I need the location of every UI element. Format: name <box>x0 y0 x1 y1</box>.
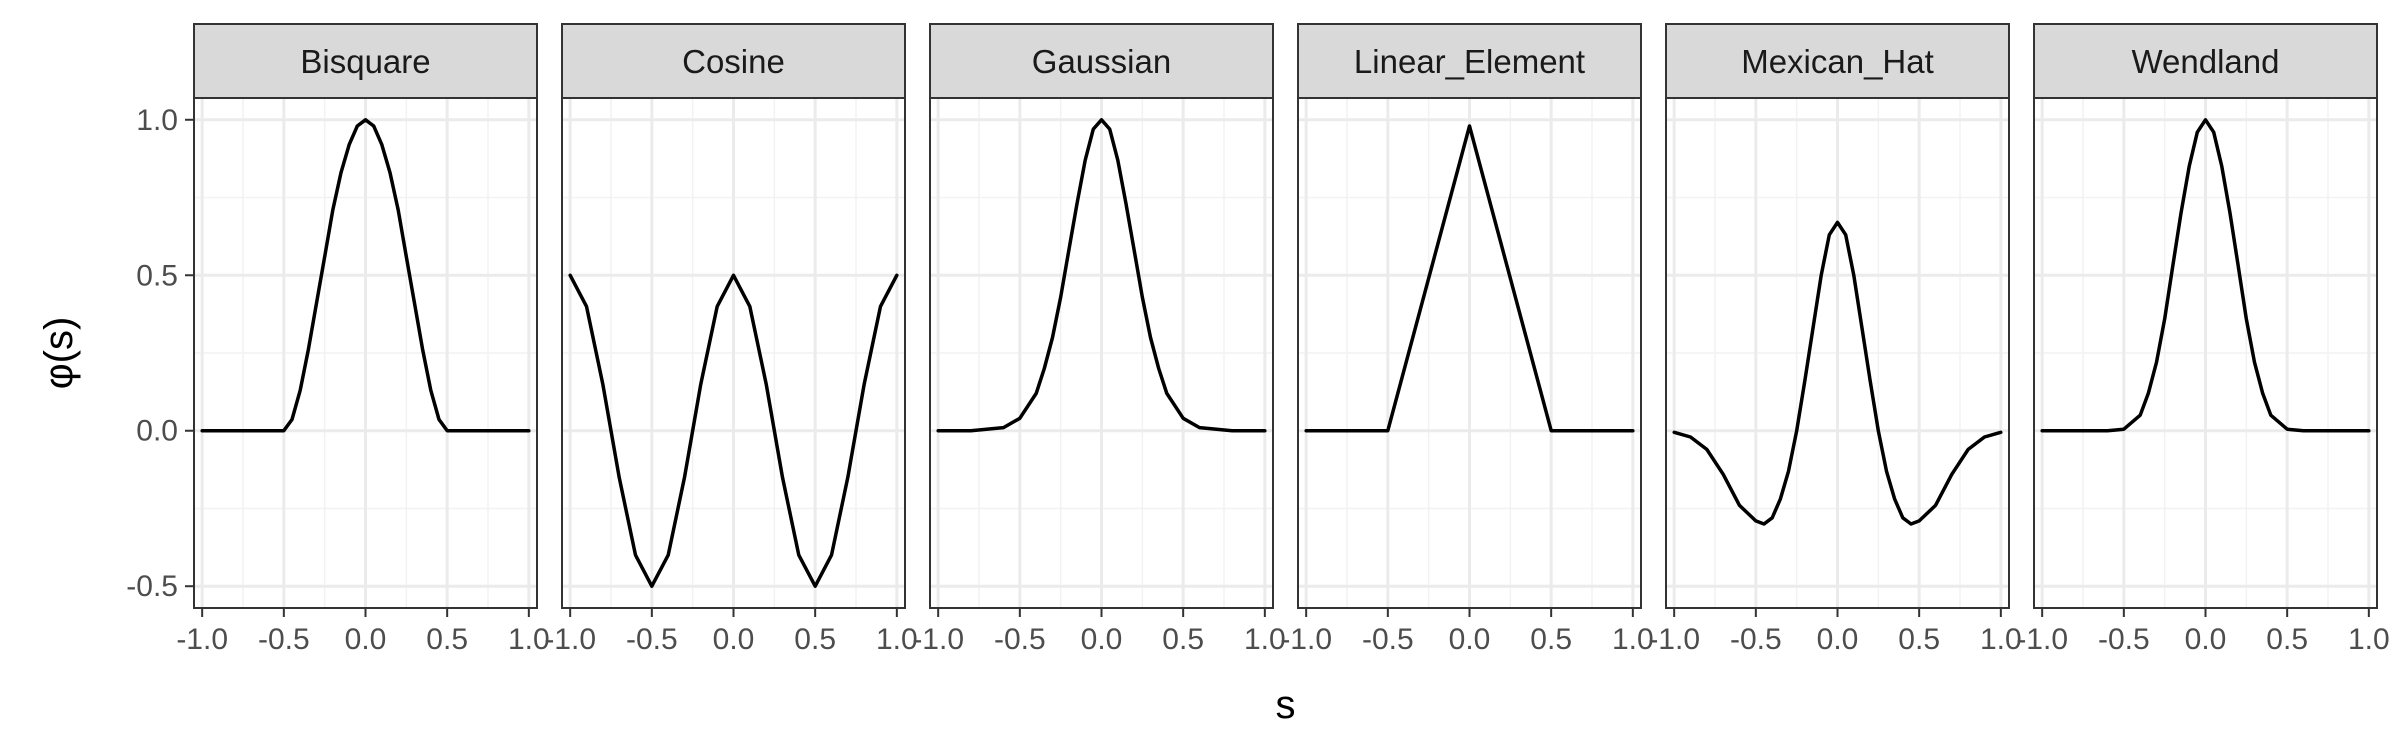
x-tick-label: -0.5 <box>2098 623 2150 656</box>
series-line <box>1304 124 1635 433</box>
x-tick-label: -0.5 <box>994 623 1046 656</box>
y-axis-title: φ(s) <box>37 317 81 390</box>
series-line <box>568 273 899 588</box>
x-tick-label: 0.5 <box>794 623 836 656</box>
facet-strip-label: Cosine <box>682 43 785 80</box>
series-line <box>1672 220 2003 526</box>
x-tick-label: -1.0 <box>1280 623 1332 656</box>
facet-strip-label: Mexican_Hat <box>1741 43 1934 80</box>
x-tick-label: 0.0 <box>713 623 755 656</box>
y-tick-label: 0.5 <box>136 259 178 292</box>
x-tick-label: 0.0 <box>1081 623 1123 656</box>
x-tick-label: 1.0 <box>2348 623 2390 656</box>
facet-strip-label: Bisquare <box>300 43 430 80</box>
facet-strip <box>1665 23 2010 99</box>
x-tick-label: -0.5 <box>258 623 310 656</box>
facet-panel: Mexican_Hat -1.0 -0.5 0.0 0.5 1.0 <box>1648 23 2022 656</box>
facet-strip <box>1297 23 1642 99</box>
x-axis-title: s <box>1276 683 1296 727</box>
facet-panel: Bisquare -1.0 -0.5 0.0 0.5 1.0 <box>176 23 550 656</box>
facet-strip <box>2033 23 2378 99</box>
y-tick-label: 1.0 <box>136 104 178 137</box>
series-line <box>2040 118 2371 433</box>
facet-strip <box>929 23 1274 99</box>
facet-panel: Linear_Element -1.0 -0.5 0.0 0.5 1.0 <box>1280 23 1654 656</box>
y-tick-label: -0.5 <box>126 570 178 603</box>
facet-panel: Cosine -1.0 -0.5 0.0 0.5 1.0 <box>544 23 918 656</box>
facet-strip-label: Gaussian <box>1032 43 1171 80</box>
x-tick-label: 0.5 <box>1530 623 1572 656</box>
x-tick-label: -1.0 <box>176 623 228 656</box>
x-tick-label: 1.0 <box>1244 623 1286 656</box>
facet-strip <box>561 23 906 99</box>
facet-panel: Gaussian -1.0 -0.5 0.0 0.5 1.0 <box>912 23 1286 656</box>
x-tick-label: -1.0 <box>544 623 596 656</box>
y-tick-label: 0.0 <box>136 415 178 448</box>
x-tick-label: 0.5 <box>426 623 468 656</box>
x-tick-label: 0.5 <box>1898 623 1940 656</box>
x-tick-label: 0.0 <box>2185 623 2227 656</box>
x-tick-label: 1.0 <box>508 623 550 656</box>
x-tick-label: 1.0 <box>1612 623 1654 656</box>
x-tick-label: 0.5 <box>2266 623 2308 656</box>
y-axis: 1.0 0.5 0.0 -0.5 <box>126 104 194 603</box>
x-tick-label: 1.0 <box>876 623 918 656</box>
facet-strip-label: Wendland <box>2131 43 2279 80</box>
x-tick-label: -0.5 <box>626 623 678 656</box>
x-tick-label: 0.0 <box>1817 623 1859 656</box>
facet-strip <box>193 23 538 99</box>
x-tick-label: -0.5 <box>1730 623 1782 656</box>
x-tick-label: -1.0 <box>2016 623 2068 656</box>
x-tick-label: 0.0 <box>345 623 387 656</box>
x-tick-label: 0.5 <box>1162 623 1204 656</box>
facet-panel: Wendland -1.0 -0.5 0.0 0.5 1.0 <box>2016 23 2390 656</box>
x-tick-label: -1.0 <box>1648 623 1700 656</box>
series-line <box>936 118 1267 433</box>
series-line <box>200 118 531 433</box>
facet-panels: Bisquare -1.0 -0.5 0.0 0.5 1.0 Cosine -1.0 -0.5 0… <box>176 23 2390 656</box>
x-tick-label: -1.0 <box>912 623 964 656</box>
x-tick-label: 1.0 <box>1980 623 2022 656</box>
x-tick-label: -0.5 <box>1362 623 1414 656</box>
facet-strip-label: Linear_Element <box>1354 43 1585 80</box>
x-tick-label: 0.0 <box>1449 623 1491 656</box>
